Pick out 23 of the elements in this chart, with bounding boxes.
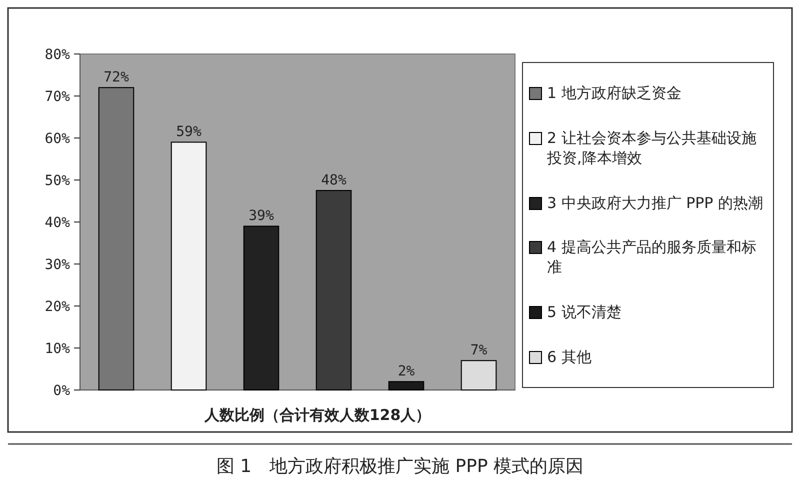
x-axis-title: 人数比例（合计有效人数128人） [203, 406, 431, 424]
legend-label: 1 地方政府缺乏资金 [547, 83, 682, 104]
y-tick-label: 60% [44, 131, 71, 147]
text: 图 1 地方政府积极推广实施 PPP 模式的原因 [216, 456, 584, 477]
legend-label: 2 让社会资本参与公共基础设施投资,降本增效 [547, 128, 758, 168]
y-tick-label: 50% [44, 173, 71, 189]
y-tick-label: 0% [53, 383, 71, 399]
data-label: 72% [104, 70, 130, 86]
y-tick-label: 70% [44, 89, 71, 105]
legend-label: 5 说不清楚 [547, 302, 622, 322]
y-tick-label: 80% [44, 47, 71, 63]
data-label: 39% [248, 208, 274, 224]
legend-label: 4 提高公共产品的服务质量和标准 [547, 237, 758, 278]
legend-label: 6 其他 [547, 346, 592, 367]
y-tick-label: 40% [44, 215, 71, 231]
legend-label: 3 中央政府大力推广 PPP 的热潮 [547, 192, 763, 213]
y-tick-label: 20% [44, 299, 71, 315]
y-tick-label: 30% [44, 257, 71, 273]
data-label: 7% [470, 342, 488, 359]
data-label: 2% [398, 364, 416, 380]
data-label: 48% [321, 172, 347, 188]
y-tick-label: 10% [44, 341, 71, 357]
data-label: 59% [176, 124, 202, 140]
